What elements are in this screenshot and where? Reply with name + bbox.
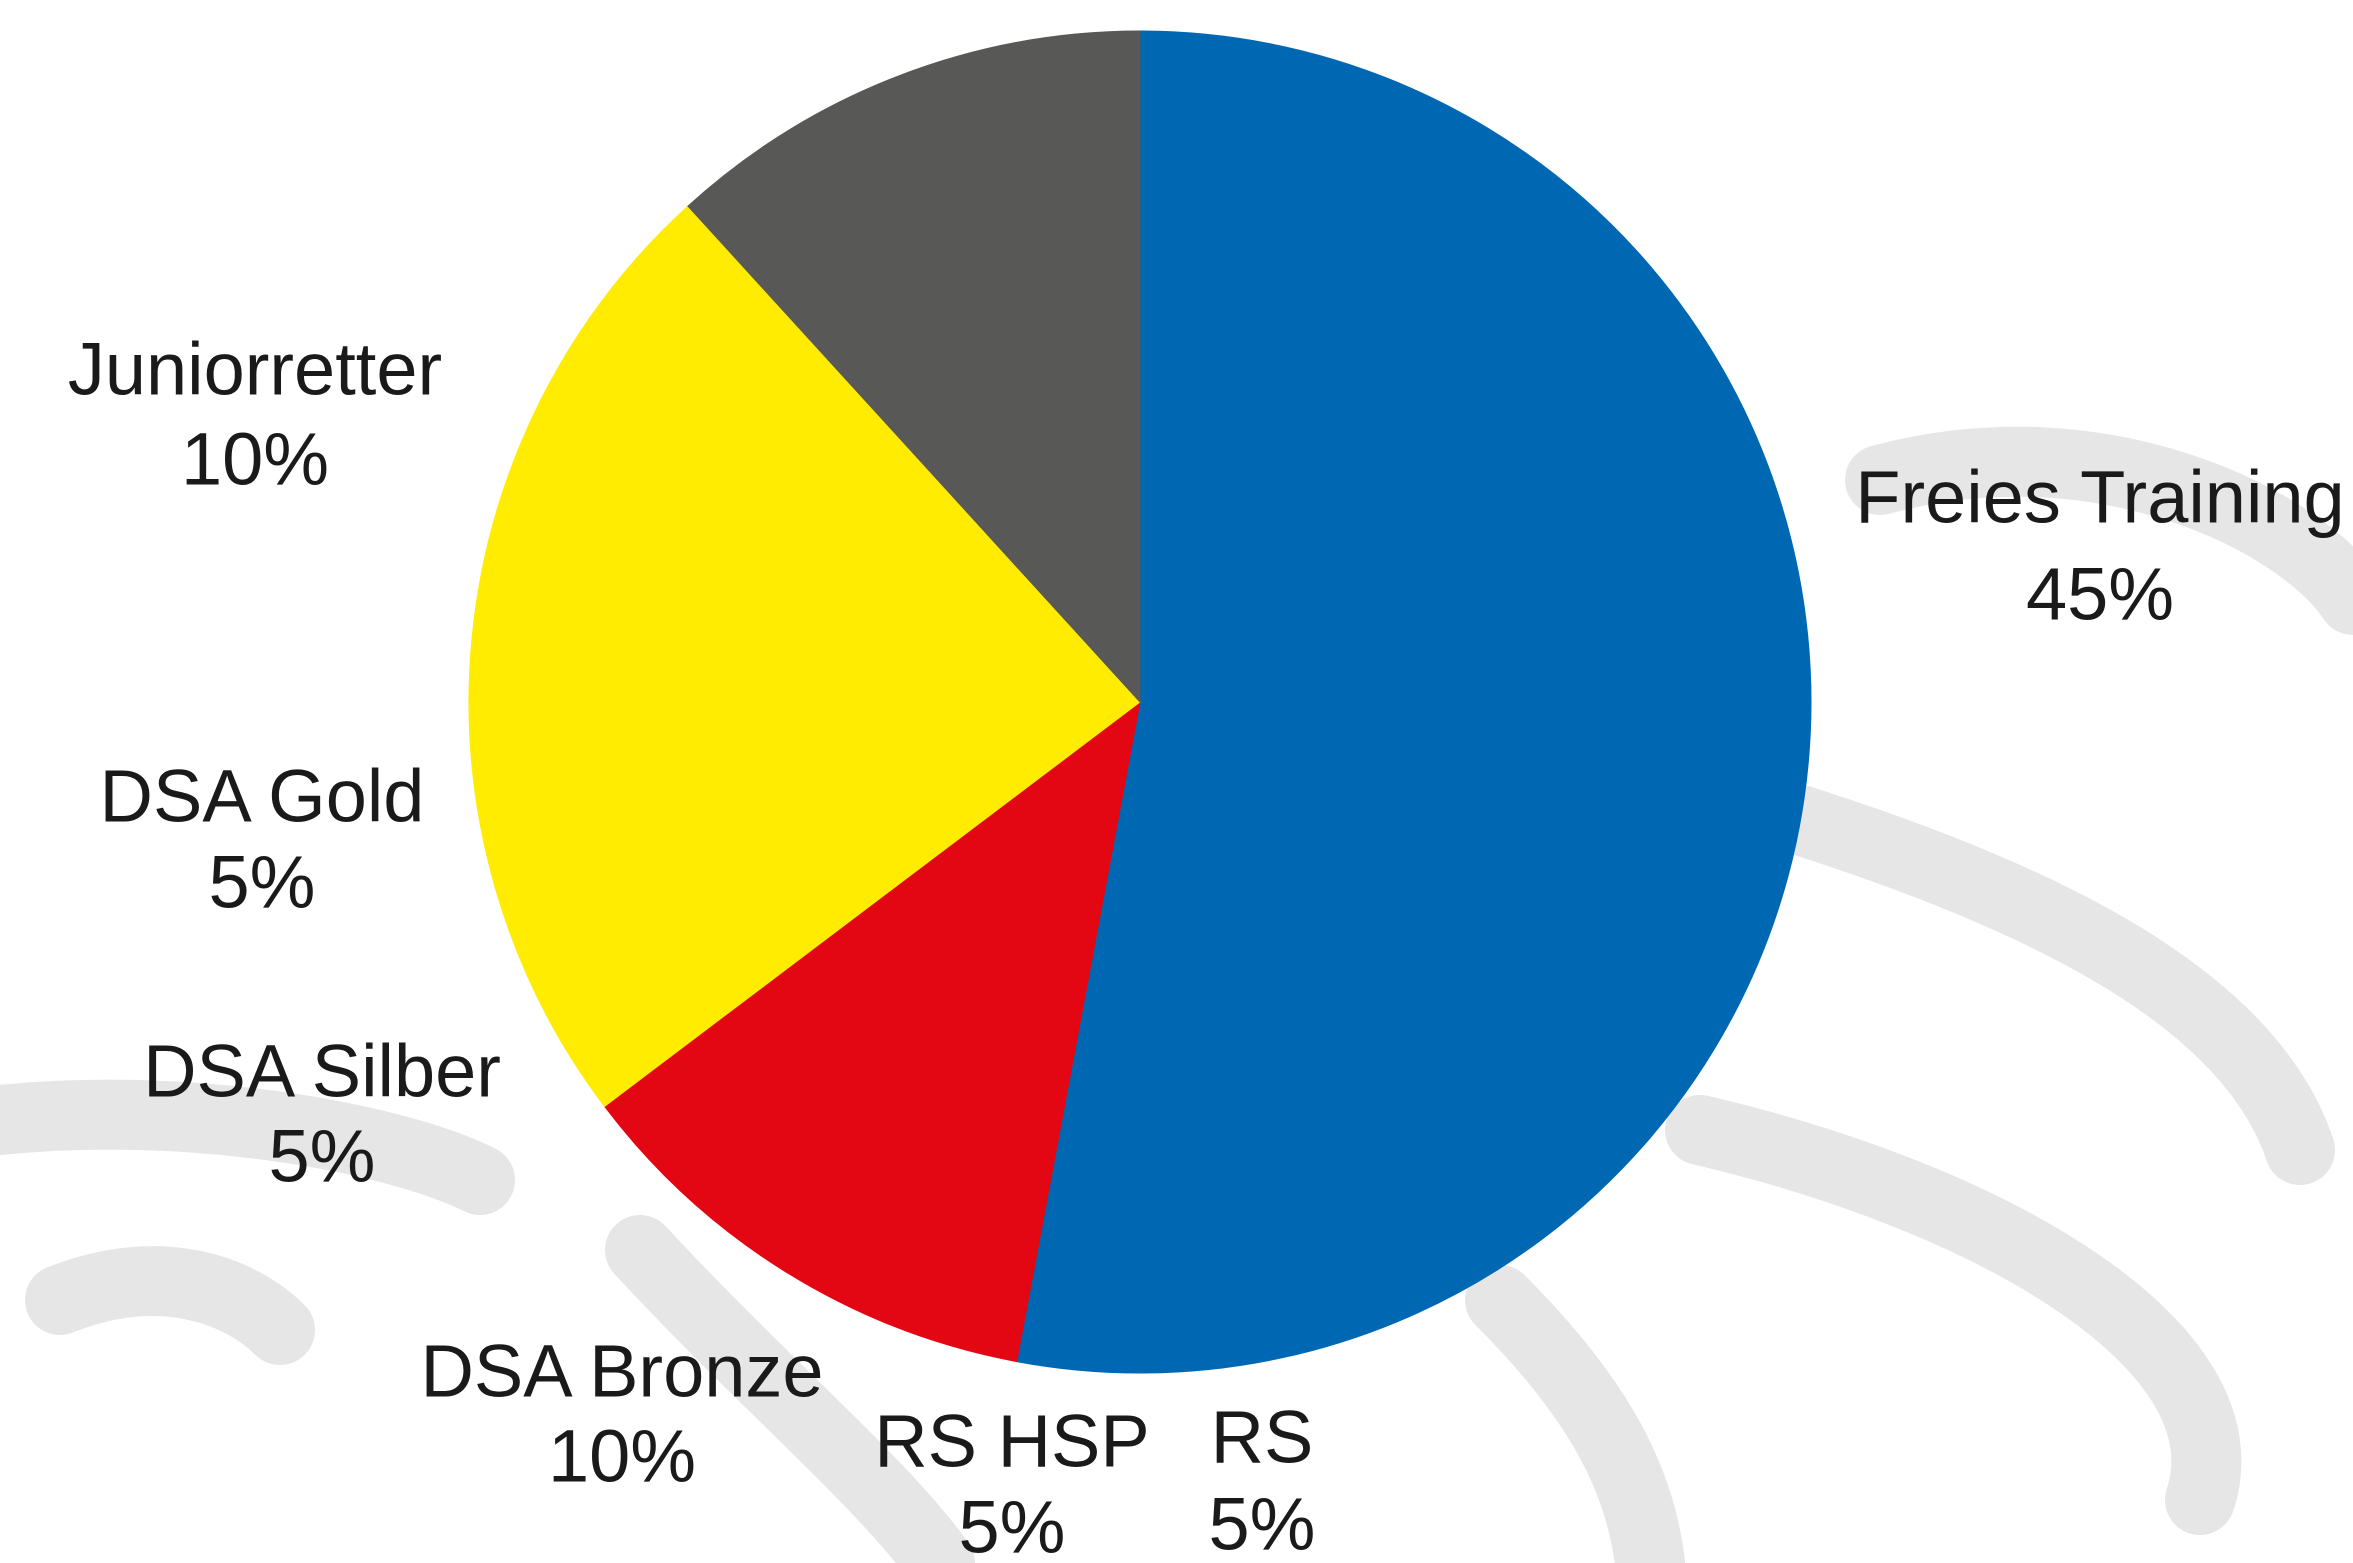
value-label: 5% (1209, 1483, 1316, 1563)
slice-label: DSA Gold (100, 755, 425, 838)
slice-label: Juniorretter (68, 328, 442, 411)
pie-slice (786, 701, 1141, 1363)
background-decoration (0, 426, 2353, 1563)
pie-slice (468, 639, 1142, 1108)
slice-label: RS (1211, 1396, 1314, 1479)
value-label: 5% (209, 841, 316, 924)
pie-slice (471, 402, 1141, 703)
value-label: 10% (548, 1415, 696, 1498)
value-label: 45% (2026, 553, 2174, 636)
slice-label: DSA Bronze (420, 1330, 823, 1413)
value-label: 5% (269, 1115, 376, 1198)
slice-label: RS HSP (874, 1400, 1150, 1483)
slice-label: DSA Silber (143, 1030, 501, 1113)
pie (468, 30, 1812, 1374)
pie-slice (687, 30, 1141, 704)
pie-slice (538, 205, 1141, 703)
pie-slice (603, 701, 1141, 1274)
value-label: 10% (181, 418, 329, 501)
value-label: 5% (959, 1486, 1066, 1563)
slice-label: Freies Training (1855, 456, 2344, 539)
pie-slice (1016, 30, 1812, 1374)
